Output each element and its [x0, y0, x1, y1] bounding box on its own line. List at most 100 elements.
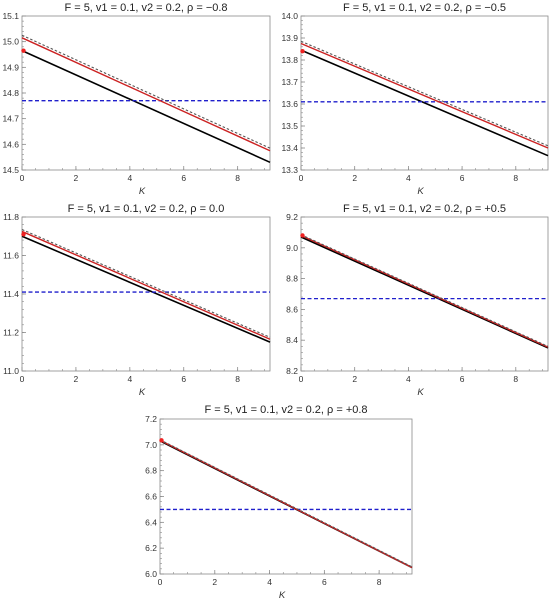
y-tick-label: 14.6	[2, 139, 19, 149]
y-tick-label: 6.8	[145, 466, 157, 476]
chart-panel-rho-plus-0-8: F = 5, v1 = 0.1, v2 = 0.2, ρ = +0.8 6.0 6.…	[136, 402, 414, 601]
x-tick-label: 4	[127, 173, 132, 183]
y-tick-label: 8.4	[286, 335, 298, 345]
plot-frame	[300, 15, 549, 171]
y-tick-label: 13.6	[281, 99, 298, 109]
chart-svg: F = 5, v1 = 0.1, v2 = 0.2, ρ = +0.8 6.0 6.…	[145, 404, 413, 601]
y-tick-label: 11.0	[3, 366, 19, 376]
y-tick-label: 14.7	[2, 114, 19, 124]
plot-frame	[21, 216, 271, 372]
chart-title: F = 5, v1 = 0.1, v2 = 0.2, ρ = 0.0	[68, 203, 225, 215]
y-tick-label: 15.0	[2, 37, 19, 47]
y-tick-label: 14.0	[281, 11, 298, 21]
x-tick-label: 2	[74, 173, 79, 183]
y-tick-label: 7.2	[145, 414, 157, 424]
x-axis-label: K	[417, 387, 424, 398]
x-tick-label: 6	[181, 374, 186, 384]
x-tick-label: 8	[235, 173, 240, 183]
series-line	[300, 49, 549, 157]
x-tick-label: 8	[513, 374, 518, 384]
chart-title: F = 5, v1 = 0.1, v2 = 0.2, ρ = −0.8	[64, 2, 227, 14]
x-tick-label: 4	[267, 577, 272, 587]
series-line	[159, 439, 413, 569]
chart-panel-rho-plus-0-5: F = 5, v1 = 0.1, v2 = 0.2, ρ = +0.5 8.2 8.…	[277, 201, 550, 399]
y-tick-label: 13.9	[281, 33, 298, 43]
x-tick-label: 6	[460, 374, 465, 384]
series-line	[300, 234, 549, 348]
y-tick-label: 11.6	[3, 251, 19, 261]
plot-frame	[159, 418, 413, 575]
x-tick-label: 2	[74, 374, 79, 384]
x-axis-label: K	[417, 186, 424, 197]
chart-title: F = 5, v1 = 0.1, v2 = 0.2, ρ = +0.5	[343, 203, 506, 215]
series-line	[21, 230, 271, 340]
y-tick-label: 13.3	[281, 165, 298, 175]
y-tick-label: 6.2	[145, 543, 157, 553]
chart-svg: F = 5, v1 = 0.1, v2 = 0.2, ρ = 0.0 11.0 11…	[3, 203, 271, 398]
chart-svg: F = 5, v1 = 0.1, v2 = 0.2, ρ = −0.8 14.5 1…	[2, 2, 271, 197]
x-tick-label: 0	[299, 173, 304, 183]
x-tick-label: 0	[20, 374, 25, 384]
chart-panel-rho-minus-0-5: F = 5, v1 = 0.1, v2 = 0.2, ρ = −0.5 13.3 1…	[277, 0, 550, 198]
chart-title: F = 5, v1 = 0.1, v2 = 0.2, ρ = −0.5	[343, 2, 506, 14]
y-tick-label: 8.8	[286, 274, 298, 284]
x-tick-label: 2	[212, 577, 217, 587]
series-line	[300, 236, 549, 349]
series-dashed-line	[159, 439, 413, 568]
y-tick-label: 11.4	[3, 289, 19, 299]
x-tick-label: 0	[299, 374, 304, 384]
series-line	[21, 49, 271, 164]
y-tick-label: 6.4	[145, 517, 157, 527]
y-tick-label: 13.4	[281, 143, 298, 153]
x-tick-label: 8	[513, 173, 518, 183]
chart-panel-rho-minus-0-8: F = 5, v1 = 0.1, v2 = 0.2, ρ = −0.8 14.5 1…	[0, 0, 272, 198]
y-tick-label: 15.1	[2, 11, 19, 21]
x-tick-label: 2	[352, 173, 357, 183]
x-tick-label: 8	[377, 577, 382, 587]
y-tick-label: 8.6	[286, 304, 298, 314]
y-tick-label: 9.2	[286, 212, 298, 222]
plot-frame	[21, 15, 271, 171]
y-tick-label: 14.8	[2, 88, 19, 98]
y-tick-label: 14.9	[2, 62, 19, 72]
y-tick-label: 6.0	[145, 569, 157, 579]
chart-svg: F = 5, v1 = 0.1, v2 = 0.2, ρ = +0.5 8.2 8.…	[286, 203, 549, 398]
y-tick-label: 8.2	[286, 366, 298, 376]
data-point-marker	[21, 232, 26, 237]
y-tick-label: 9.0	[286, 243, 298, 253]
series-dashed-line	[21, 229, 271, 338]
x-tick-label: 8	[235, 374, 240, 384]
plot-frame	[300, 216, 549, 372]
series-dashed-line	[300, 234, 549, 347]
series-line	[21, 37, 271, 152]
x-tick-label: 4	[406, 374, 411, 384]
x-axis-label: K	[279, 590, 286, 601]
x-axis-label: K	[139, 387, 146, 398]
series-dashed-line	[300, 40, 549, 147]
y-tick-label: 13.7	[281, 77, 298, 87]
x-tick-label: 2	[352, 374, 357, 384]
x-tick-label: 6	[460, 173, 465, 183]
chart-svg: F = 5, v1 = 0.1, v2 = 0.2, ρ = −0.5 13.3 1…	[281, 2, 549, 197]
x-axis-label: K	[139, 186, 146, 197]
data-point-marker	[159, 438, 164, 443]
x-tick-label: 0	[20, 173, 25, 183]
chart-title: F = 5, v1 = 0.1, v2 = 0.2, ρ = +0.8	[204, 404, 367, 416]
y-tick-label: 14.5	[2, 165, 19, 175]
x-tick-label: 4	[406, 173, 411, 183]
series-line	[21, 235, 271, 343]
series-dashed-line	[21, 34, 271, 149]
x-tick-label: 4	[127, 374, 132, 384]
y-tick-label: 13.8	[281, 55, 298, 65]
y-tick-label: 13.5	[281, 121, 298, 131]
data-point-marker	[300, 233, 305, 238]
y-tick-label: 11.2	[3, 328, 19, 338]
y-tick-label: 6.6	[145, 492, 157, 502]
x-tick-label: 6	[322, 577, 327, 587]
data-point-marker	[300, 49, 305, 54]
series-line	[300, 42, 549, 149]
x-tick-label: 0	[158, 577, 163, 587]
data-point-marker	[21, 48, 26, 53]
y-tick-label: 11.8	[3, 212, 19, 222]
y-tick-label: 7.0	[145, 440, 157, 450]
